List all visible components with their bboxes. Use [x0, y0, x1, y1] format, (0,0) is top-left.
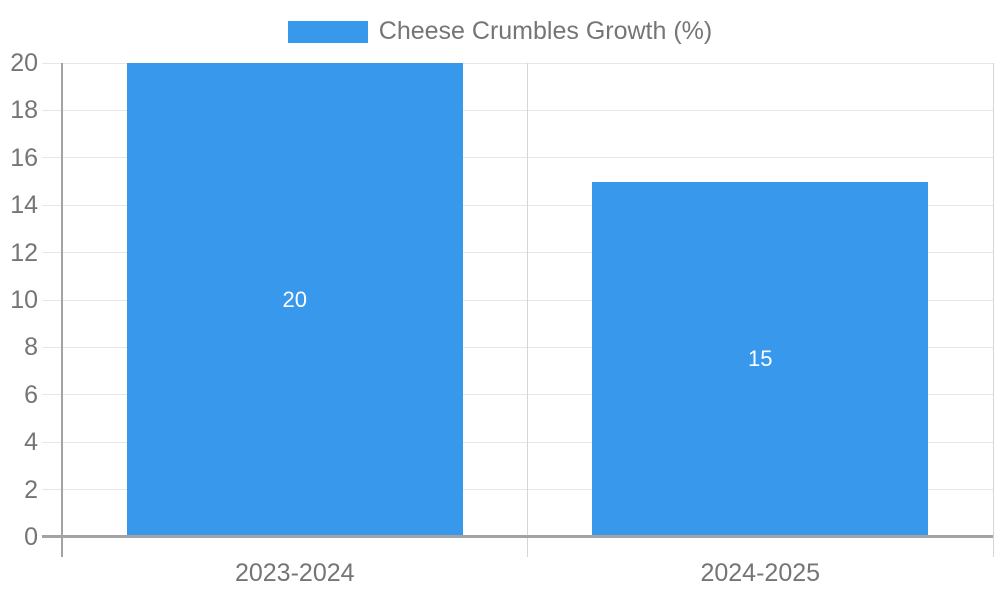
gridline: [42, 62, 993, 64]
gridline: [42, 109, 993, 111]
legend[interactable]: Cheese Crumbles Growth (%): [0, 17, 1000, 46]
gridline: [42, 252, 993, 254]
y-tick-label: 4: [24, 428, 38, 457]
legend-label: Cheese Crumbles Growth (%): [378, 17, 713, 45]
y-tick-label: 0: [24, 523, 38, 551]
legend-swatch: [287, 20, 368, 43]
gridline: [42, 489, 993, 491]
y-tick-label: 2: [24, 475, 38, 504]
y-tick-label: 16: [10, 143, 38, 172]
y-tick-label: 18: [10, 96, 38, 125]
y-tick-label: 10: [10, 286, 38, 314]
y-tick-label: 12: [10, 238, 38, 267]
y-axis: 0 2 4 6 8 10 12 14 16 18 20: [0, 50, 38, 550]
x-axis-line: [42, 535, 993, 538]
y-axis-line: [61, 63, 63, 557]
plot-area: 20 15: [42, 62, 994, 557]
bar-value-label: 20: [282, 287, 307, 312]
x-axis: 2023-2024 2024-2025: [62, 559, 993, 587]
y-tick-label: 8: [24, 333, 38, 362]
bar[interactable]: 20: [126, 63, 463, 537]
gridline: [42, 441, 993, 443]
bar[interactable]: 15: [592, 181, 929, 537]
y-tick-label: 20: [10, 49, 38, 77]
category-boundary-line: [527, 63, 528, 557]
gridline: [42, 346, 993, 348]
gridline: [42, 299, 993, 301]
x-tick-label: 2023-2024: [234, 559, 355, 587]
x-tick-label: 2024-2025: [700, 559, 821, 587]
gridline: [42, 394, 993, 396]
bar-value-label: 15: [748, 346, 773, 372]
gridline: [42, 157, 993, 159]
y-tick-label: 6: [24, 380, 38, 409]
gridline: [42, 204, 993, 206]
y-tick-label: 14: [10, 191, 38, 220]
category-boundary-line: [992, 63, 994, 557]
